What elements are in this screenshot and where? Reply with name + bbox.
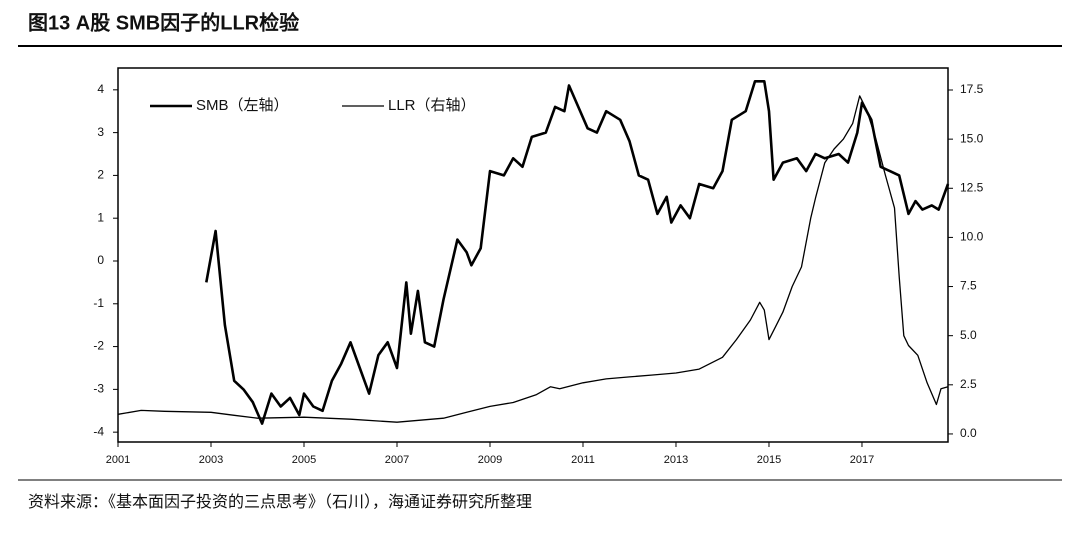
x-tick-label: 2001 xyxy=(106,454,130,466)
y-tick-label: 0 xyxy=(97,253,104,267)
y2-tick-label: 17.5 xyxy=(960,82,984,96)
y-tick-label: -2 xyxy=(93,339,104,353)
x-tick-label: 2011 xyxy=(571,454,595,466)
y2-tick-label: 2.5 xyxy=(960,377,977,391)
legend-label: SMB（左轴） xyxy=(196,97,289,114)
series-line xyxy=(205,80,950,425)
y-tick-label: -4 xyxy=(93,424,104,438)
x-tick-label: 2003 xyxy=(199,454,223,466)
y-tick-label: -1 xyxy=(93,296,104,310)
y-tick-label: 4 xyxy=(97,82,104,96)
plot-frame xyxy=(117,67,949,443)
y2-tick-label: 12.5 xyxy=(960,180,984,194)
y2-tick-label: 7.5 xyxy=(960,279,977,293)
source-note: 资料来源：《基本面因子投资的三点思考》（石川），海通证券研究所整理 xyxy=(28,493,532,511)
y2-tick-label: 10.0 xyxy=(960,230,984,244)
x-tick-label: 2017 xyxy=(850,454,874,466)
x-tick-label: 2007 xyxy=(385,454,409,466)
x-tick-label: 2015 xyxy=(757,454,781,466)
series-line xyxy=(117,95,949,423)
x-tick-label: 2005 xyxy=(292,454,316,466)
y-tick-label: -3 xyxy=(93,382,104,396)
x-tick-label: 2009 xyxy=(478,454,502,466)
legend-label: LLR（右轴） xyxy=(388,97,476,114)
y2-tick-label: 15.0 xyxy=(960,131,984,145)
chart-title: 图13 A股 SMB因子的LLR检验 xyxy=(28,10,299,34)
y-tick-label: 3 xyxy=(97,125,104,139)
y-tick-label: 2 xyxy=(97,168,104,182)
y2-tick-label: 5.0 xyxy=(960,328,977,342)
x-tick-label: 2013 xyxy=(664,454,688,466)
y-tick-label: 1 xyxy=(97,210,104,224)
y2-tick-label: 0.0 xyxy=(960,426,977,440)
